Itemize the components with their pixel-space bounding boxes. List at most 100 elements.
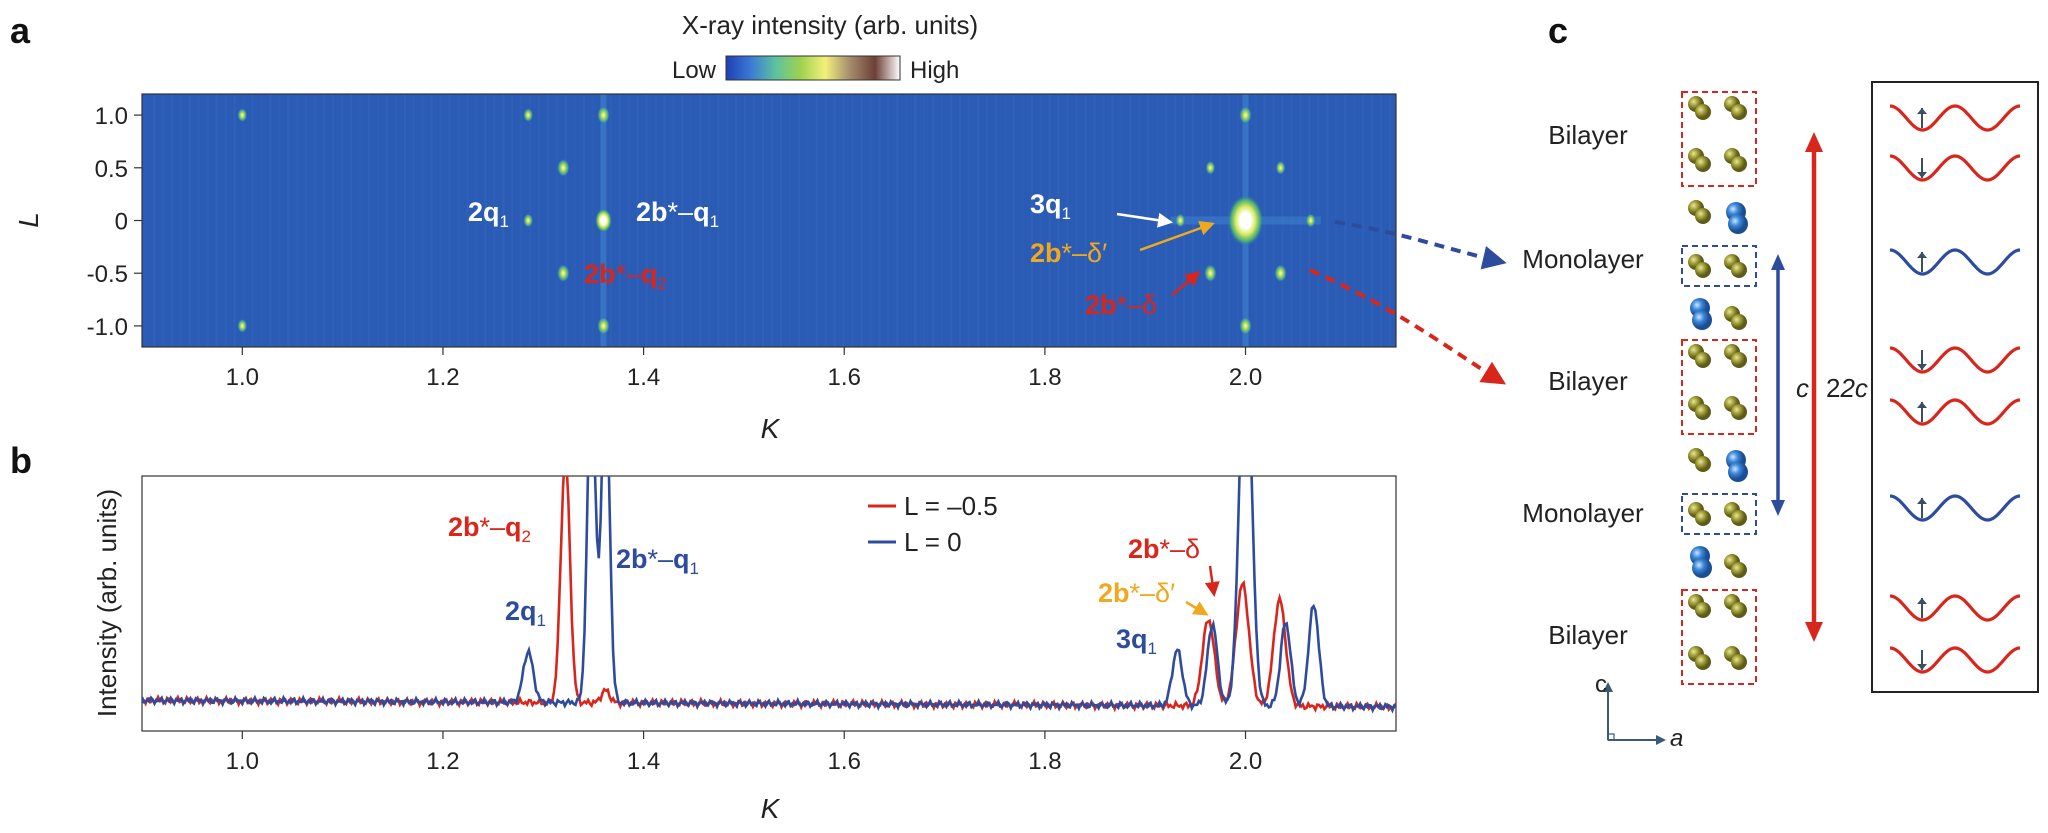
heatmap-texture-stripe — [341, 94, 344, 347]
colorbar-high-label: High — [910, 57, 959, 84]
atom — [1728, 462, 1748, 482]
colorbar-title: X-ray intensity (arb. units) — [682, 10, 978, 40]
c-arrowhead-bottom — [1771, 500, 1785, 516]
heatmap-panel-a: 1.0 1.2 1.4 1.6 1.8 2.0 1.0 0.5 0 -0.5 -1.0 K L 2… — [13, 93, 1397, 444]
atom — [1695, 510, 1711, 526]
heatmap-x-ticks: 1.0 1.2 1.4 1.6 1.8 2.0 — [226, 347, 1262, 391]
heatmap-texture-stripe — [860, 94, 863, 347]
heatmap-texture-stripe — [296, 94, 299, 347]
lineplot-x-tick-label: 2.0 — [1229, 748, 1262, 775]
heatmap-peak — [237, 318, 248, 333]
heatmap-texture-stripe — [412, 94, 415, 347]
heatmap-peak — [523, 108, 534, 123]
heatmap-texture-stripe — [797, 94, 800, 347]
heatmap-texture-stripe — [654, 94, 657, 347]
spin-wave-box — [1871, 81, 2039, 693]
heatmap-texture-stripe — [179, 94, 182, 347]
colorbar-low-label: Low — [672, 57, 717, 84]
spin-arrowhead — [1917, 172, 1927, 178]
heatmap-texture-stripe — [475, 94, 478, 347]
atom — [1695, 104, 1711, 120]
heatmap-texture-stripe — [511, 94, 514, 347]
legend-label-l-neg05: L = –0.5 — [904, 491, 998, 521]
lineplot-x-axis-label: K — [761, 793, 781, 824]
monolayer-box — [1681, 245, 1757, 287]
heatmap-y-ticks: 1.0 0.5 0 -0.5 -1.0 — [87, 103, 142, 341]
heatmap-texture-stripe — [780, 94, 782, 347]
c-period-label: c — [1796, 373, 1809, 403]
atom-stack — [1681, 91, 1757, 685]
atom — [1695, 208, 1711, 224]
heatmap-texture-stripe — [1075, 94, 1078, 347]
heatmap-peak — [557, 264, 570, 283]
atom — [1731, 654, 1747, 670]
heatmap-texture-stripe — [1048, 94, 1051, 347]
heatmap-texture-stripe — [618, 94, 621, 347]
b-annot-2b-delta-prime: 2b*–δ′ — [1098, 578, 1175, 608]
heatmap-peaks — [237, 106, 1316, 335]
heatmap-texture-stripe — [968, 94, 971, 347]
heatmap-texture-stripe — [833, 94, 836, 347]
heatmap-texture-stripe — [367, 94, 370, 347]
heatmap-y-tick-label: 0.5 — [95, 156, 128, 183]
panel-label-a: a — [10, 10, 31, 51]
heatmap-texture-stripe — [753, 94, 756, 347]
spin-waves — [1889, 104, 2021, 674]
heatmap-peak — [1305, 213, 1316, 228]
heatmap-texture-stripe — [251, 94, 254, 347]
atom — [1695, 352, 1711, 368]
heatmap-x-axis-label: K — [761, 413, 781, 444]
heatmap-texture-stripe — [197, 94, 200, 347]
bilayer-box — [1681, 91, 1757, 187]
atom — [1731, 156, 1747, 172]
heatmap-texture-stripe — [466, 94, 469, 347]
heatmap-peak — [1204, 264, 1217, 283]
heatmap-texture-stripe — [1129, 94, 1132, 347]
heatmap-texture-stripe — [484, 94, 487, 347]
panel-label-c: c — [1548, 10, 1569, 51]
axis-origin — [1607, 733, 1615, 741]
annot-2b-q1: 2b*–q1 — [636, 197, 719, 231]
heatmap-texture-stripe — [762, 94, 764, 347]
atom — [1731, 314, 1747, 330]
heatmap-x-tick-label: 1.0 — [226, 364, 259, 391]
spin-wave — [1889, 646, 2021, 674]
heatmap-x-tick-label: 1.6 — [828, 364, 861, 391]
heatmap-y-tick-label: -1.0 — [87, 314, 128, 341]
heatmap-peak — [1227, 194, 1264, 247]
arrow-2b-delta — [1171, 271, 1201, 296]
heatmap-texture-stripe — [538, 94, 541, 347]
heatmap-peak — [1175, 213, 1186, 228]
arrow-2b-delta-prime — [1139, 221, 1215, 252]
heatmap-texture-stripe — [851, 94, 854, 347]
b-annot-2b-q1: 2b*–q1 — [616, 544, 699, 578]
b-arrow-2b-delta — [1204, 565, 1220, 597]
lineplot-legend: L = –0.5 L = 0 — [868, 491, 998, 557]
spin-wave — [1889, 154, 2021, 182]
heatmap-texture-stripe — [824, 94, 827, 347]
heatmap-texture-stripe — [986, 94, 988, 347]
atom — [1695, 404, 1711, 420]
heatmap-y-tick-label: -0.5 — [87, 261, 128, 288]
spin-arrowhead — [1917, 598, 1927, 604]
heatmap-texture-stripe — [385, 94, 388, 347]
colorbar-bar — [725, 55, 901, 81]
heatmap-texture-stripe — [403, 94, 406, 347]
heatmap-peak — [523, 213, 534, 228]
atom — [1731, 562, 1747, 578]
atom — [1695, 654, 1711, 670]
heatmap-texture-stripe — [565, 94, 567, 347]
heatmap-texture-stripe — [896, 94, 899, 347]
heatmap-peak — [597, 106, 610, 125]
layer-label-5: Bilayer — [1548, 620, 1628, 650]
spin-arrowhead — [1917, 252, 1927, 258]
heatmap-peak — [1205, 160, 1216, 175]
heatmap-texture-stripe — [815, 94, 818, 347]
heatmap-texture-stripe — [788, 94, 791, 347]
heatmap-texture-stripe — [144, 94, 146, 347]
bilayer-box — [1681, 589, 1757, 685]
annot-2b-delta-prime: 2b*–δ′ — [1030, 238, 1107, 268]
heatmap-texture-stripe — [520, 94, 523, 347]
lineplot-annotations: 2b*–q2 2b*–q1 2q1 2b*–δ 2b*–δ′ 3q1 — [448, 512, 1200, 658]
atom — [1731, 404, 1747, 420]
